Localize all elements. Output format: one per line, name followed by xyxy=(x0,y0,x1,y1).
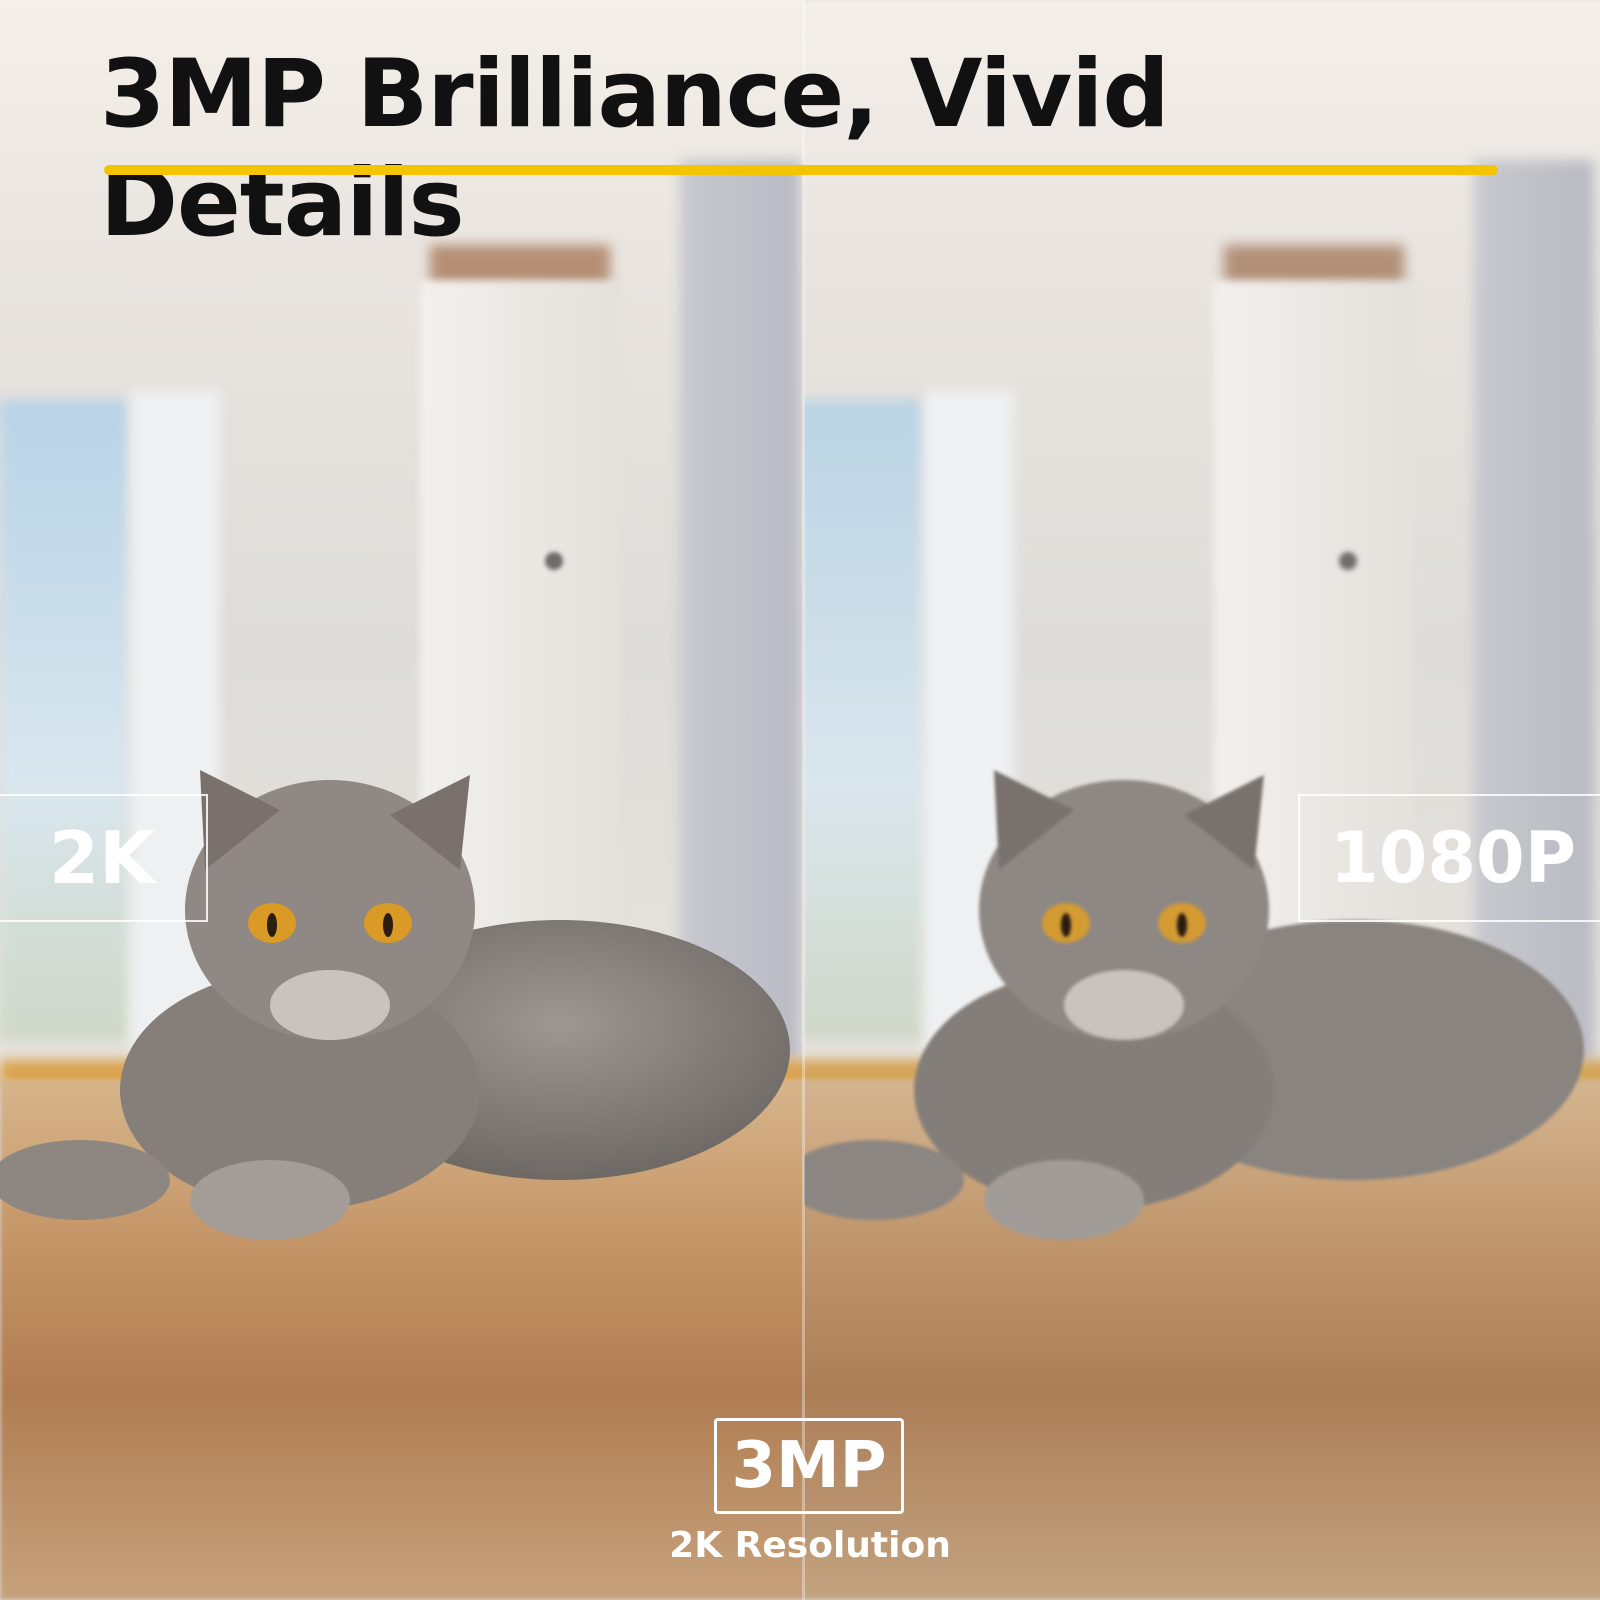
cat-image xyxy=(804,770,1584,1240)
cat-image xyxy=(0,770,790,1240)
resolution-badge: 3MP xyxy=(714,1418,904,1514)
room-scene xyxy=(804,0,1600,1600)
headline-underline xyxy=(104,165,1498,175)
label-2k: 2K xyxy=(0,794,208,922)
headline: 3MP Brilliance, Vivid Details xyxy=(100,40,1170,258)
label-1080p: 1080P xyxy=(1298,794,1600,922)
left-panel-2k xyxy=(0,0,804,1600)
room-scene xyxy=(0,0,804,1600)
split-divider xyxy=(802,0,805,1600)
right-panel-1080p xyxy=(804,0,1600,1600)
resolution-subtitle: 2K Resolution xyxy=(669,1525,951,1566)
